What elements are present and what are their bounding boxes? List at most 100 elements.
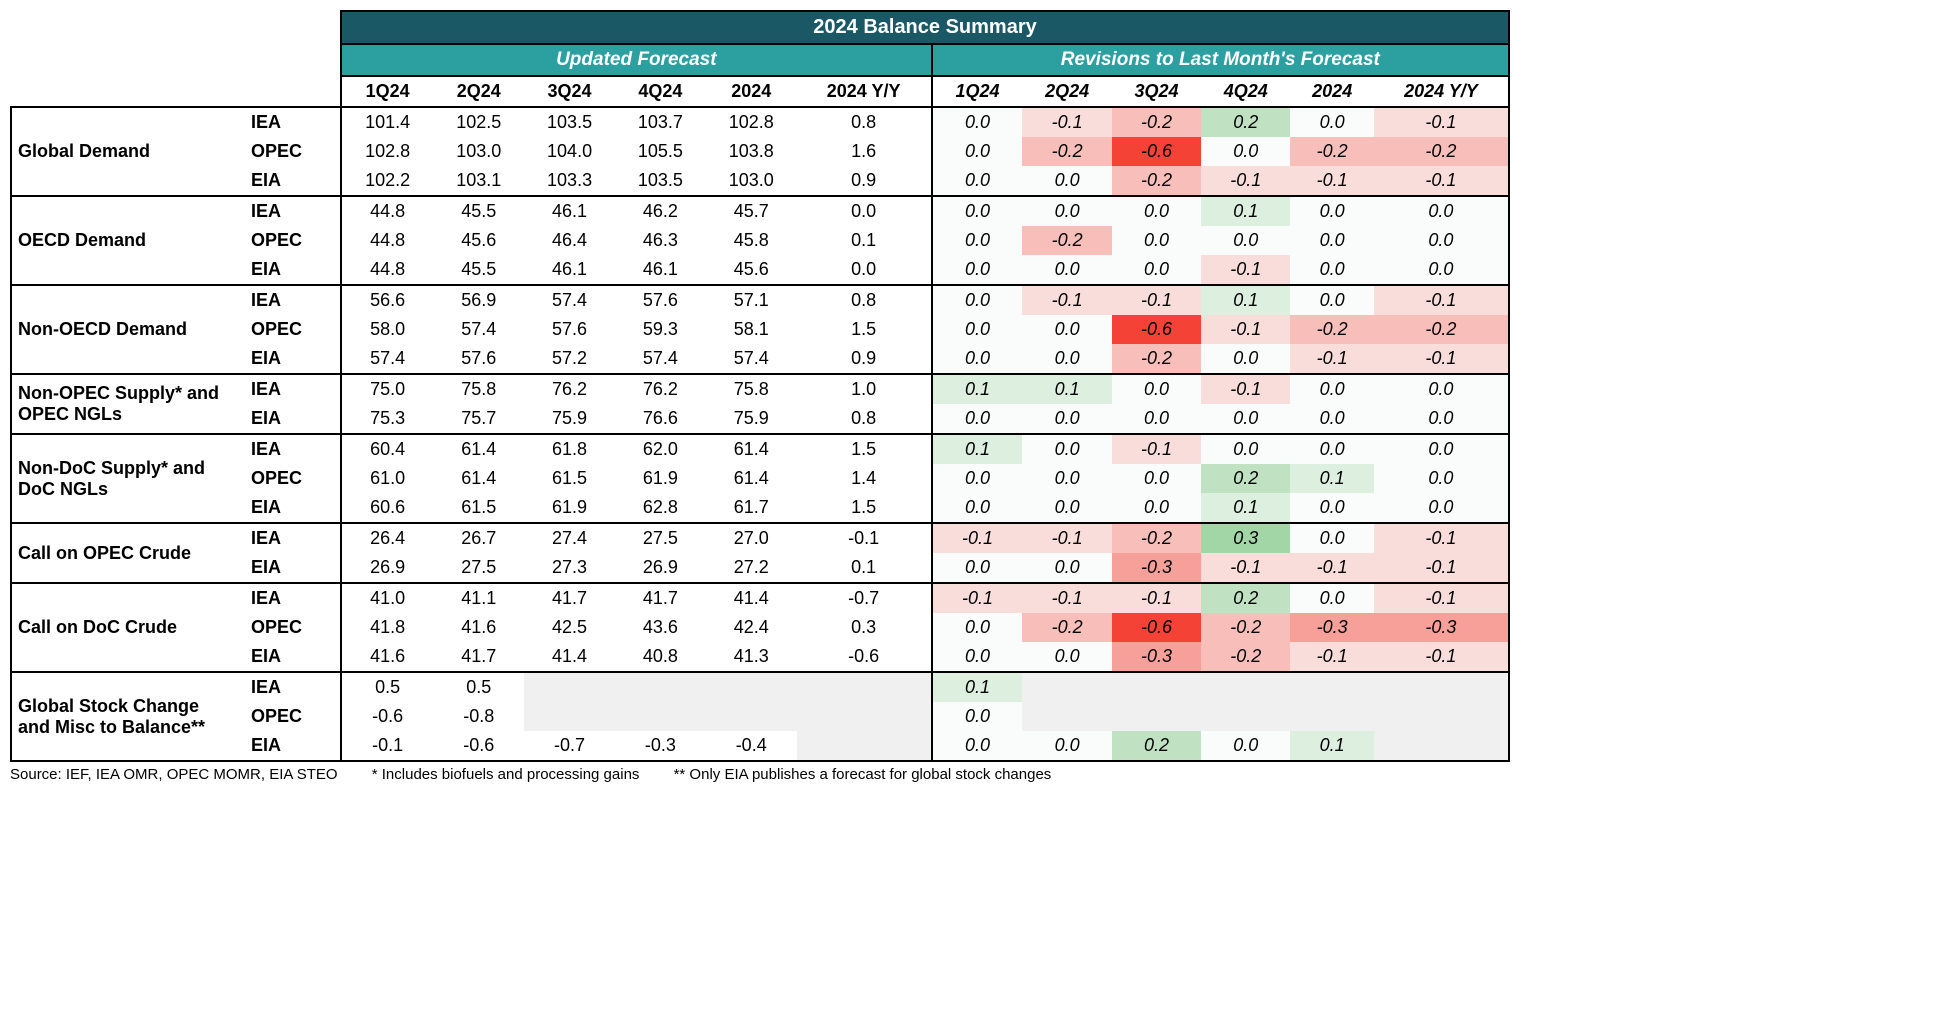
forecast-cell: 103.5 bbox=[615, 166, 706, 196]
forecast-cell: 42.4 bbox=[706, 613, 797, 642]
forecast-cell: 61.8 bbox=[524, 434, 615, 464]
agency-label: OPEC bbox=[241, 702, 341, 731]
agency-label: EIA bbox=[241, 344, 341, 374]
revision-cell: 0.0 bbox=[1022, 315, 1111, 344]
forecast-cell: 27.5 bbox=[433, 553, 524, 583]
group-label: Non-OPEC Supply* and OPEC NGLs bbox=[11, 374, 241, 434]
forecast-cell: 41.4 bbox=[524, 642, 615, 672]
footnote-star: * Includes biofuels and processing gains bbox=[372, 766, 640, 783]
revision-cell: -0.1 bbox=[1290, 344, 1373, 374]
revision-cell: 0.1 bbox=[932, 434, 1023, 464]
forecast-cell: 26.4 bbox=[341, 523, 433, 553]
column-header: 2024 Y/Y bbox=[1374, 76, 1509, 107]
forecast-cell: 75.3 bbox=[341, 404, 433, 434]
forecast-cell: 1.5 bbox=[797, 493, 932, 523]
forecast-cell: 57.4 bbox=[524, 285, 615, 315]
revision-cell: -0.1 bbox=[1374, 166, 1509, 196]
forecast-cell: 1.4 bbox=[797, 464, 932, 493]
revision-cell: 0.2 bbox=[1112, 731, 1201, 761]
forecast-cell: 60.4 bbox=[341, 434, 433, 464]
forecast-cell: 45.7 bbox=[706, 196, 797, 226]
forecast-cell: -0.4 bbox=[706, 731, 797, 761]
forecast-cell: 41.3 bbox=[706, 642, 797, 672]
revision-cell: 0.0 bbox=[932, 285, 1023, 315]
column-header: 2024 bbox=[706, 76, 797, 107]
revision-cell: 0.1 bbox=[932, 672, 1023, 702]
forecast-cell: 0.0 bbox=[797, 196, 932, 226]
forecast-cell: 41.7 bbox=[615, 583, 706, 613]
forecast-cell: -0.7 bbox=[797, 583, 932, 613]
revision-cell: 0.1 bbox=[932, 374, 1023, 404]
agency-label: IEA bbox=[241, 583, 341, 613]
group-label: OECD Demand bbox=[11, 196, 241, 285]
agency-label: OPEC bbox=[241, 464, 341, 493]
forecast-cell: 58.1 bbox=[706, 315, 797, 344]
revision-cell: 0.0 bbox=[1112, 226, 1201, 255]
revision-cell: 0.1 bbox=[1201, 493, 1290, 523]
revision-cell: -0.6 bbox=[1112, 315, 1201, 344]
forecast-cell: 26.9 bbox=[341, 553, 433, 583]
column-header: 3Q24 bbox=[524, 76, 615, 107]
agency-label: EIA bbox=[241, 166, 341, 196]
revision-cell: -0.2 bbox=[1201, 613, 1290, 642]
revision-cell: -0.2 bbox=[1290, 137, 1373, 166]
forecast-cell: 75.7 bbox=[433, 404, 524, 434]
revision-cell: 0.1 bbox=[1290, 731, 1373, 761]
agency-label: IEA bbox=[241, 196, 341, 226]
revision-cell: -0.1 bbox=[1374, 583, 1509, 613]
revision-cell: -0.6 bbox=[1112, 613, 1201, 642]
forecast-cell: 45.5 bbox=[433, 255, 524, 285]
revision-cell: 0.0 bbox=[932, 404, 1023, 434]
revision-cell: -0.2 bbox=[1112, 523, 1201, 553]
revision-cell bbox=[1112, 702, 1201, 731]
forecast-cell: 0.9 bbox=[797, 166, 932, 196]
forecast-cell: -0.6 bbox=[797, 642, 932, 672]
forecast-cell: 41.1 bbox=[433, 583, 524, 613]
balance-summary-table: 2024 Balance Summary Updated Forecast Re… bbox=[10, 10, 1510, 762]
forecast-cell: 44.8 bbox=[341, 226, 433, 255]
revision-cell: 0.0 bbox=[932, 642, 1023, 672]
revision-cell: 0.0 bbox=[932, 702, 1023, 731]
revision-cell: 0.0 bbox=[1022, 464, 1111, 493]
revision-cell: -0.1 bbox=[1374, 107, 1509, 137]
revision-cell: 0.0 bbox=[932, 137, 1023, 166]
forecast-cell bbox=[524, 702, 615, 731]
forecast-cell: 102.8 bbox=[341, 137, 433, 166]
revision-cell: -0.2 bbox=[1022, 613, 1111, 642]
agency-label: EIA bbox=[241, 493, 341, 523]
column-header: 3Q24 bbox=[1112, 76, 1201, 107]
forecast-cell: 57.6 bbox=[615, 285, 706, 315]
forecast-cell: 103.8 bbox=[706, 137, 797, 166]
revision-cell: 0.0 bbox=[1374, 464, 1509, 493]
revision-cell: 0.1 bbox=[1022, 374, 1111, 404]
revision-cell: 0.0 bbox=[1290, 374, 1373, 404]
column-header: 1Q24 bbox=[932, 76, 1023, 107]
forecast-cell: 1.0 bbox=[797, 374, 932, 404]
revision-cell: 0.0 bbox=[1112, 374, 1201, 404]
forecast-cell: 41.4 bbox=[706, 583, 797, 613]
forecast-cell: -0.3 bbox=[615, 731, 706, 761]
forecast-cell bbox=[615, 702, 706, 731]
forecast-cell: 0.0 bbox=[797, 255, 932, 285]
revision-cell bbox=[1112, 672, 1201, 702]
forecast-cell bbox=[797, 731, 932, 761]
revision-cell: 0.0 bbox=[1022, 731, 1111, 761]
revision-cell: 0.0 bbox=[932, 166, 1023, 196]
revision-cell: 0.0 bbox=[1112, 493, 1201, 523]
column-header: 4Q24 bbox=[615, 76, 706, 107]
revision-cell: 0.0 bbox=[932, 493, 1023, 523]
revision-cell: 0.0 bbox=[932, 315, 1023, 344]
revision-cell: -0.1 bbox=[1374, 553, 1509, 583]
revision-cell: 0.0 bbox=[1112, 196, 1201, 226]
forecast-cell: 57.6 bbox=[433, 344, 524, 374]
forecast-cell: 1.6 bbox=[797, 137, 932, 166]
revision-cell: 0.1 bbox=[1201, 285, 1290, 315]
revision-cell: 0.0 bbox=[1290, 523, 1373, 553]
forecast-cell: 103.0 bbox=[433, 137, 524, 166]
column-header: 2Q24 bbox=[1022, 76, 1111, 107]
agency-label: EIA bbox=[241, 404, 341, 434]
revision-cell: 0.0 bbox=[1374, 434, 1509, 464]
forecast-cell: 26.7 bbox=[433, 523, 524, 553]
revision-cell: -0.3 bbox=[1112, 642, 1201, 672]
forecast-cell: 103.3 bbox=[524, 166, 615, 196]
